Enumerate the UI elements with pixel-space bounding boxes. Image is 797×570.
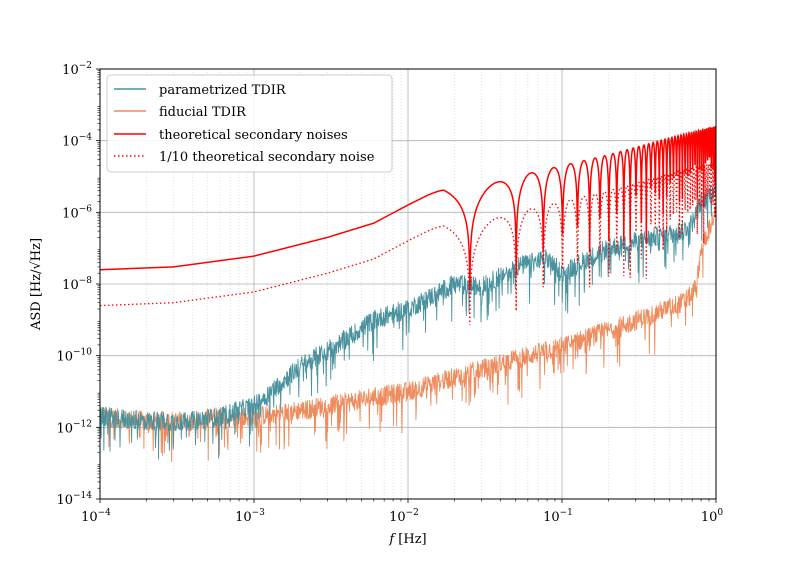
x-tick-base: 10 bbox=[701, 510, 718, 525]
x-tick-exponent: −4 bbox=[98, 508, 112, 518]
x-axis-unit: [Hz] bbox=[398, 532, 426, 547]
y-tick-exponent: −2 bbox=[79, 61, 92, 71]
x-axis-label: f [Hz] bbox=[388, 532, 426, 547]
x-axis-variable: f bbox=[388, 532, 396, 547]
x-tick-label: 10−4 bbox=[81, 508, 111, 525]
y-tick-exponent: −4 bbox=[79, 133, 93, 143]
y-tick-exponent: −8 bbox=[79, 276, 93, 286]
y-tick-base: 10 bbox=[56, 421, 73, 436]
x-tick-exponent: −3 bbox=[252, 508, 266, 518]
y-tick-label: 10−8 bbox=[62, 276, 92, 293]
y-tick-base: 10 bbox=[62, 135, 79, 150]
y-tick-base: 10 bbox=[56, 350, 73, 365]
y-tick-base: 10 bbox=[62, 206, 79, 221]
y-tick-label: 10−6 bbox=[62, 204, 92, 221]
x-tick-label: 10−2 bbox=[389, 508, 419, 525]
y-tick-base: 10 bbox=[62, 63, 79, 78]
y-tick-exponent: −12 bbox=[73, 419, 92, 429]
x-tick-label: 10−1 bbox=[543, 508, 573, 525]
x-tick-label: 10−3 bbox=[235, 508, 265, 525]
legend-label-parametrized-tdir: parametrized TDIR bbox=[159, 83, 287, 98]
series-layer bbox=[100, 125, 716, 462]
y-tick-label: 10−10 bbox=[56, 348, 92, 365]
x-tick-exponent: −1 bbox=[560, 508, 573, 518]
y-tick-label: 10−4 bbox=[62, 133, 92, 150]
legend-label-theoretical-secondary-noises: theoretical secondary noises bbox=[159, 128, 348, 143]
series-line-tenth-theoretical-secondary-noise bbox=[100, 161, 716, 326]
x-tick-base: 10 bbox=[389, 510, 406, 525]
series-line-parametrized-tdir bbox=[100, 180, 716, 460]
y-tick-exponent: −14 bbox=[73, 491, 92, 501]
legend-label-tenth-theoretical-secondary-noise: 1/10 theoretical secondary noise bbox=[159, 150, 375, 165]
x-tick-base: 10 bbox=[235, 510, 252, 525]
y-tick-exponent: −6 bbox=[79, 204, 93, 214]
x-tick-exponent: −2 bbox=[406, 508, 419, 518]
y-tick-label: 10−2 bbox=[62, 61, 92, 78]
y-tick-label: 10−12 bbox=[56, 419, 92, 436]
y-tick-exponent: −10 bbox=[73, 348, 92, 358]
legend-label-fiducial-tdir: fiducial TDIR bbox=[159, 105, 247, 120]
x-tick-base: 10 bbox=[81, 510, 98, 525]
y-axis-label: ASD [Hz/√Hz] bbox=[29, 238, 44, 331]
legend: parametrized TDIR fiducial TDIR theoreti… bbox=[106, 74, 393, 173]
y-tick-base: 10 bbox=[62, 278, 79, 293]
y-tick-label: 10−14 bbox=[56, 491, 92, 508]
x-tick-base: 10 bbox=[543, 510, 560, 525]
x-tick-label: 100 bbox=[701, 508, 724, 525]
x-tick-exponent: 0 bbox=[717, 508, 723, 518]
series-line-theoretical-secondary-noises bbox=[100, 125, 716, 290]
x-axis-ticks: 10−4 10−3 10−2 10−1 100 bbox=[81, 499, 723, 525]
legend-box bbox=[106, 74, 393, 173]
y-tick-base: 10 bbox=[56, 493, 73, 508]
